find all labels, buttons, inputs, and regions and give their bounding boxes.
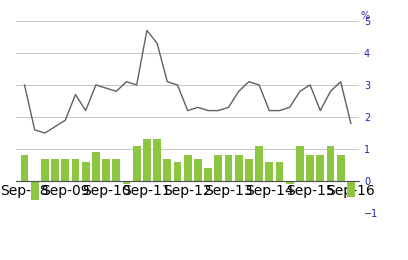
Bar: [143, 139, 151, 181]
Bar: [225, 155, 232, 181]
Bar: [255, 146, 263, 181]
Bar: [235, 155, 242, 181]
Bar: [113, 159, 120, 181]
Bar: [276, 162, 283, 181]
Bar: [133, 146, 140, 181]
Bar: [347, 181, 355, 197]
Bar: [153, 139, 161, 181]
Bar: [266, 162, 273, 181]
Bar: [102, 159, 110, 181]
Bar: [62, 159, 69, 181]
Text: %: %: [361, 11, 370, 21]
Bar: [164, 159, 171, 181]
Bar: [194, 159, 202, 181]
Bar: [51, 159, 59, 181]
Bar: [123, 181, 130, 184]
Bar: [215, 155, 222, 181]
Bar: [327, 146, 334, 181]
Bar: [72, 159, 79, 181]
Bar: [92, 152, 100, 181]
Bar: [204, 168, 212, 181]
Bar: [296, 146, 304, 181]
Bar: [21, 155, 28, 181]
Bar: [245, 159, 253, 181]
Bar: [286, 181, 293, 184]
Bar: [31, 181, 38, 200]
Bar: [41, 159, 49, 181]
Bar: [317, 155, 324, 181]
Bar: [306, 155, 314, 181]
Bar: [184, 155, 191, 181]
Bar: [82, 162, 89, 181]
Bar: [337, 155, 344, 181]
Bar: [174, 162, 181, 181]
